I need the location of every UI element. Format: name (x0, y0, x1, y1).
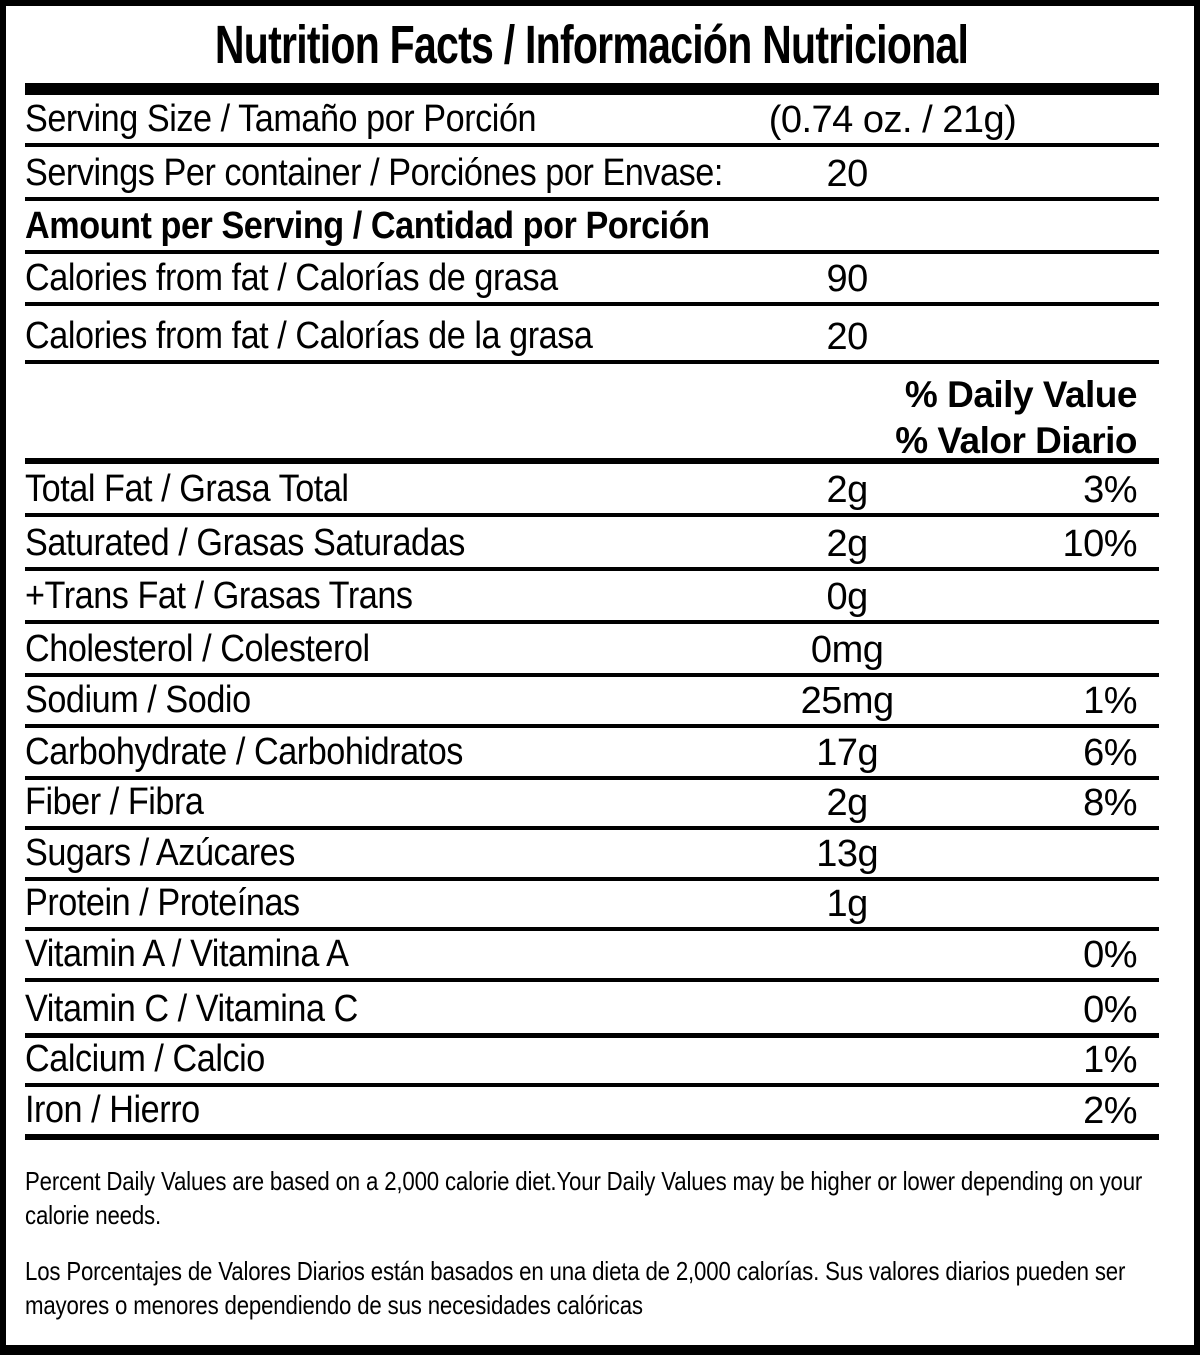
servings-per-container-label: Servings Per container / Porciónes por E… (25, 152, 723, 194)
nutrient-row-total-fat: Total Fat / Grasa Total 2g 3% (25, 464, 1159, 517)
nutrient-row-cholesterol: Cholesterol / Colesterol 0mg (25, 624, 1159, 677)
nutrient-amount: 2g (826, 782, 869, 824)
nutrient-daily-value: 3% (1083, 469, 1137, 511)
nutrient-daily-value: 6% (1083, 732, 1137, 774)
nutrient-row-vitamin-a: Vitamin A / Vitamina A 0% (25, 931, 1159, 982)
serving-size-value: (0.74 oz. / 21g) (768, 99, 1017, 141)
calories-from-fat-value-1: 90 (826, 258, 869, 300)
nutrient-daily-value: 2% (1083, 1090, 1137, 1132)
serving-size-row: Serving Size / Tamaño por Porción (0.74 … (25, 95, 1159, 147)
nutrient-amount: 0mg (810, 629, 884, 671)
nutrient-row-calcium: Calcium / Calcio 1% (25, 1038, 1159, 1087)
calories-from-fat-label-2: Calories from fat / Calorías de la grasa (25, 315, 593, 357)
amount-per-serving-header: Amount per Serving / Cantidad por Porció… (25, 205, 710, 247)
nutrient-label: Cholesterol / Colesterol (25, 628, 370, 670)
footnote-english: Percent Daily Values are based on a 2,00… (25, 1166, 1143, 1230)
nutrient-daily-value: 1% (1083, 680, 1137, 722)
nutrient-label: Fiber / Fibra (25, 781, 204, 823)
nutrient-amount: 25mg (800, 680, 895, 722)
calories-from-fat-row-1: Calories from fat / Calorías de grasa 90 (25, 254, 1159, 306)
title-divider-bar (25, 83, 1159, 95)
nutrient-label: Vitamin C / Vitamina C (25, 988, 358, 1030)
label-title-row: Nutrition Facts / Información Nutriciona… (25, 6, 1159, 83)
daily-value-header-en: % Daily Value (904, 374, 1138, 415)
nutrient-row-fiber: Fiber / Fibra 2g 8% (25, 780, 1159, 830)
servings-per-container-row: Servings Per container / Porciónes por E… (25, 147, 1159, 201)
nutrient-label: Calcium / Calcio (25, 1038, 265, 1080)
amount-per-serving-header-row: Amount per Serving / Cantidad por Porció… (25, 201, 1159, 254)
nutrient-label: Carbohydrate / Carbohidratos (25, 731, 463, 773)
nutrient-row-iron: Iron / Hierro 2% (25, 1087, 1159, 1140)
nutrient-daily-value: 1% (1083, 1039, 1137, 1081)
footnote-spanish: Los Porcentajes de Valores Diarios están… (25, 1256, 1126, 1320)
label-content: Nutrition Facts / Información Nutriciona… (6, 6, 1194, 1345)
nutrient-amount: 13g (816, 833, 879, 875)
nutrient-daily-value: 8% (1083, 782, 1137, 824)
servings-per-container-value: 20 (826, 153, 869, 195)
nutrient-row-carbohydrate: Carbohydrate / Carbohidratos 17g 6% (25, 728, 1159, 780)
nutrient-row-protein: Protein / Proteínas 1g (25, 881, 1159, 931)
nutrient-label: Protein / Proteínas (25, 882, 300, 924)
nutrient-row-trans-fat: +Trans Fat / Grasas Trans 0g (25, 571, 1159, 624)
serving-size-label: Serving Size / Tamaño por Porción (25, 98, 537, 140)
nutrient-amount: 2g (826, 469, 869, 511)
calories-from-fat-value-2: 20 (826, 316, 869, 358)
calories-from-fat-label-1: Calories from fat / Calorías de grasa (25, 257, 558, 299)
nutrient-row-vitamin-c: Vitamin C / Vitamina C 0% (25, 982, 1159, 1038)
nutrient-row-sugars: Sugars / Azúcares 13g (25, 830, 1159, 881)
daily-value-header-block: % Daily Value % Valor Diario (25, 364, 1159, 464)
label-title: Nutrition Facts / Información Nutriciona… (215, 14, 969, 75)
nutrient-amount: 0g (826, 576, 869, 618)
nutrient-row-saturated-fat: Saturated / Grasas Saturadas 2g 10% (25, 517, 1159, 571)
nutrient-label: Sugars / Azúcares (25, 832, 295, 874)
nutrient-label: Iron / Hierro (25, 1089, 200, 1131)
nutrient-label: Vitamin A / Vitamina A (25, 933, 349, 975)
nutrient-label: +Trans Fat / Grasas Trans (25, 575, 413, 617)
nutrient-label: Sodium / Sodio (25, 679, 251, 721)
nutrient-amount: 1g (826, 883, 869, 925)
nutrient-daily-value: 0% (1083, 934, 1137, 976)
nutrient-label: Saturated / Grasas Saturadas (25, 522, 465, 564)
nutrient-daily-value: 0% (1083, 989, 1137, 1031)
footnote-section: Percent Daily Values are based on a 2,00… (25, 1140, 1159, 1345)
nutrient-row-sodium: Sodium / Sodio 25mg 1% (25, 677, 1159, 728)
calories-from-fat-row-2: Calories from fat / Calorías de la grasa… (25, 306, 1159, 364)
daily-value-header-es: % Valor Diario (895, 420, 1137, 461)
nutrient-label: Total Fat / Grasa Total (25, 468, 349, 510)
nutrient-amount: 2g (826, 523, 869, 565)
nutrient-daily-value: 10% (1062, 523, 1137, 565)
nutrient-amount: 17g (816, 732, 879, 774)
